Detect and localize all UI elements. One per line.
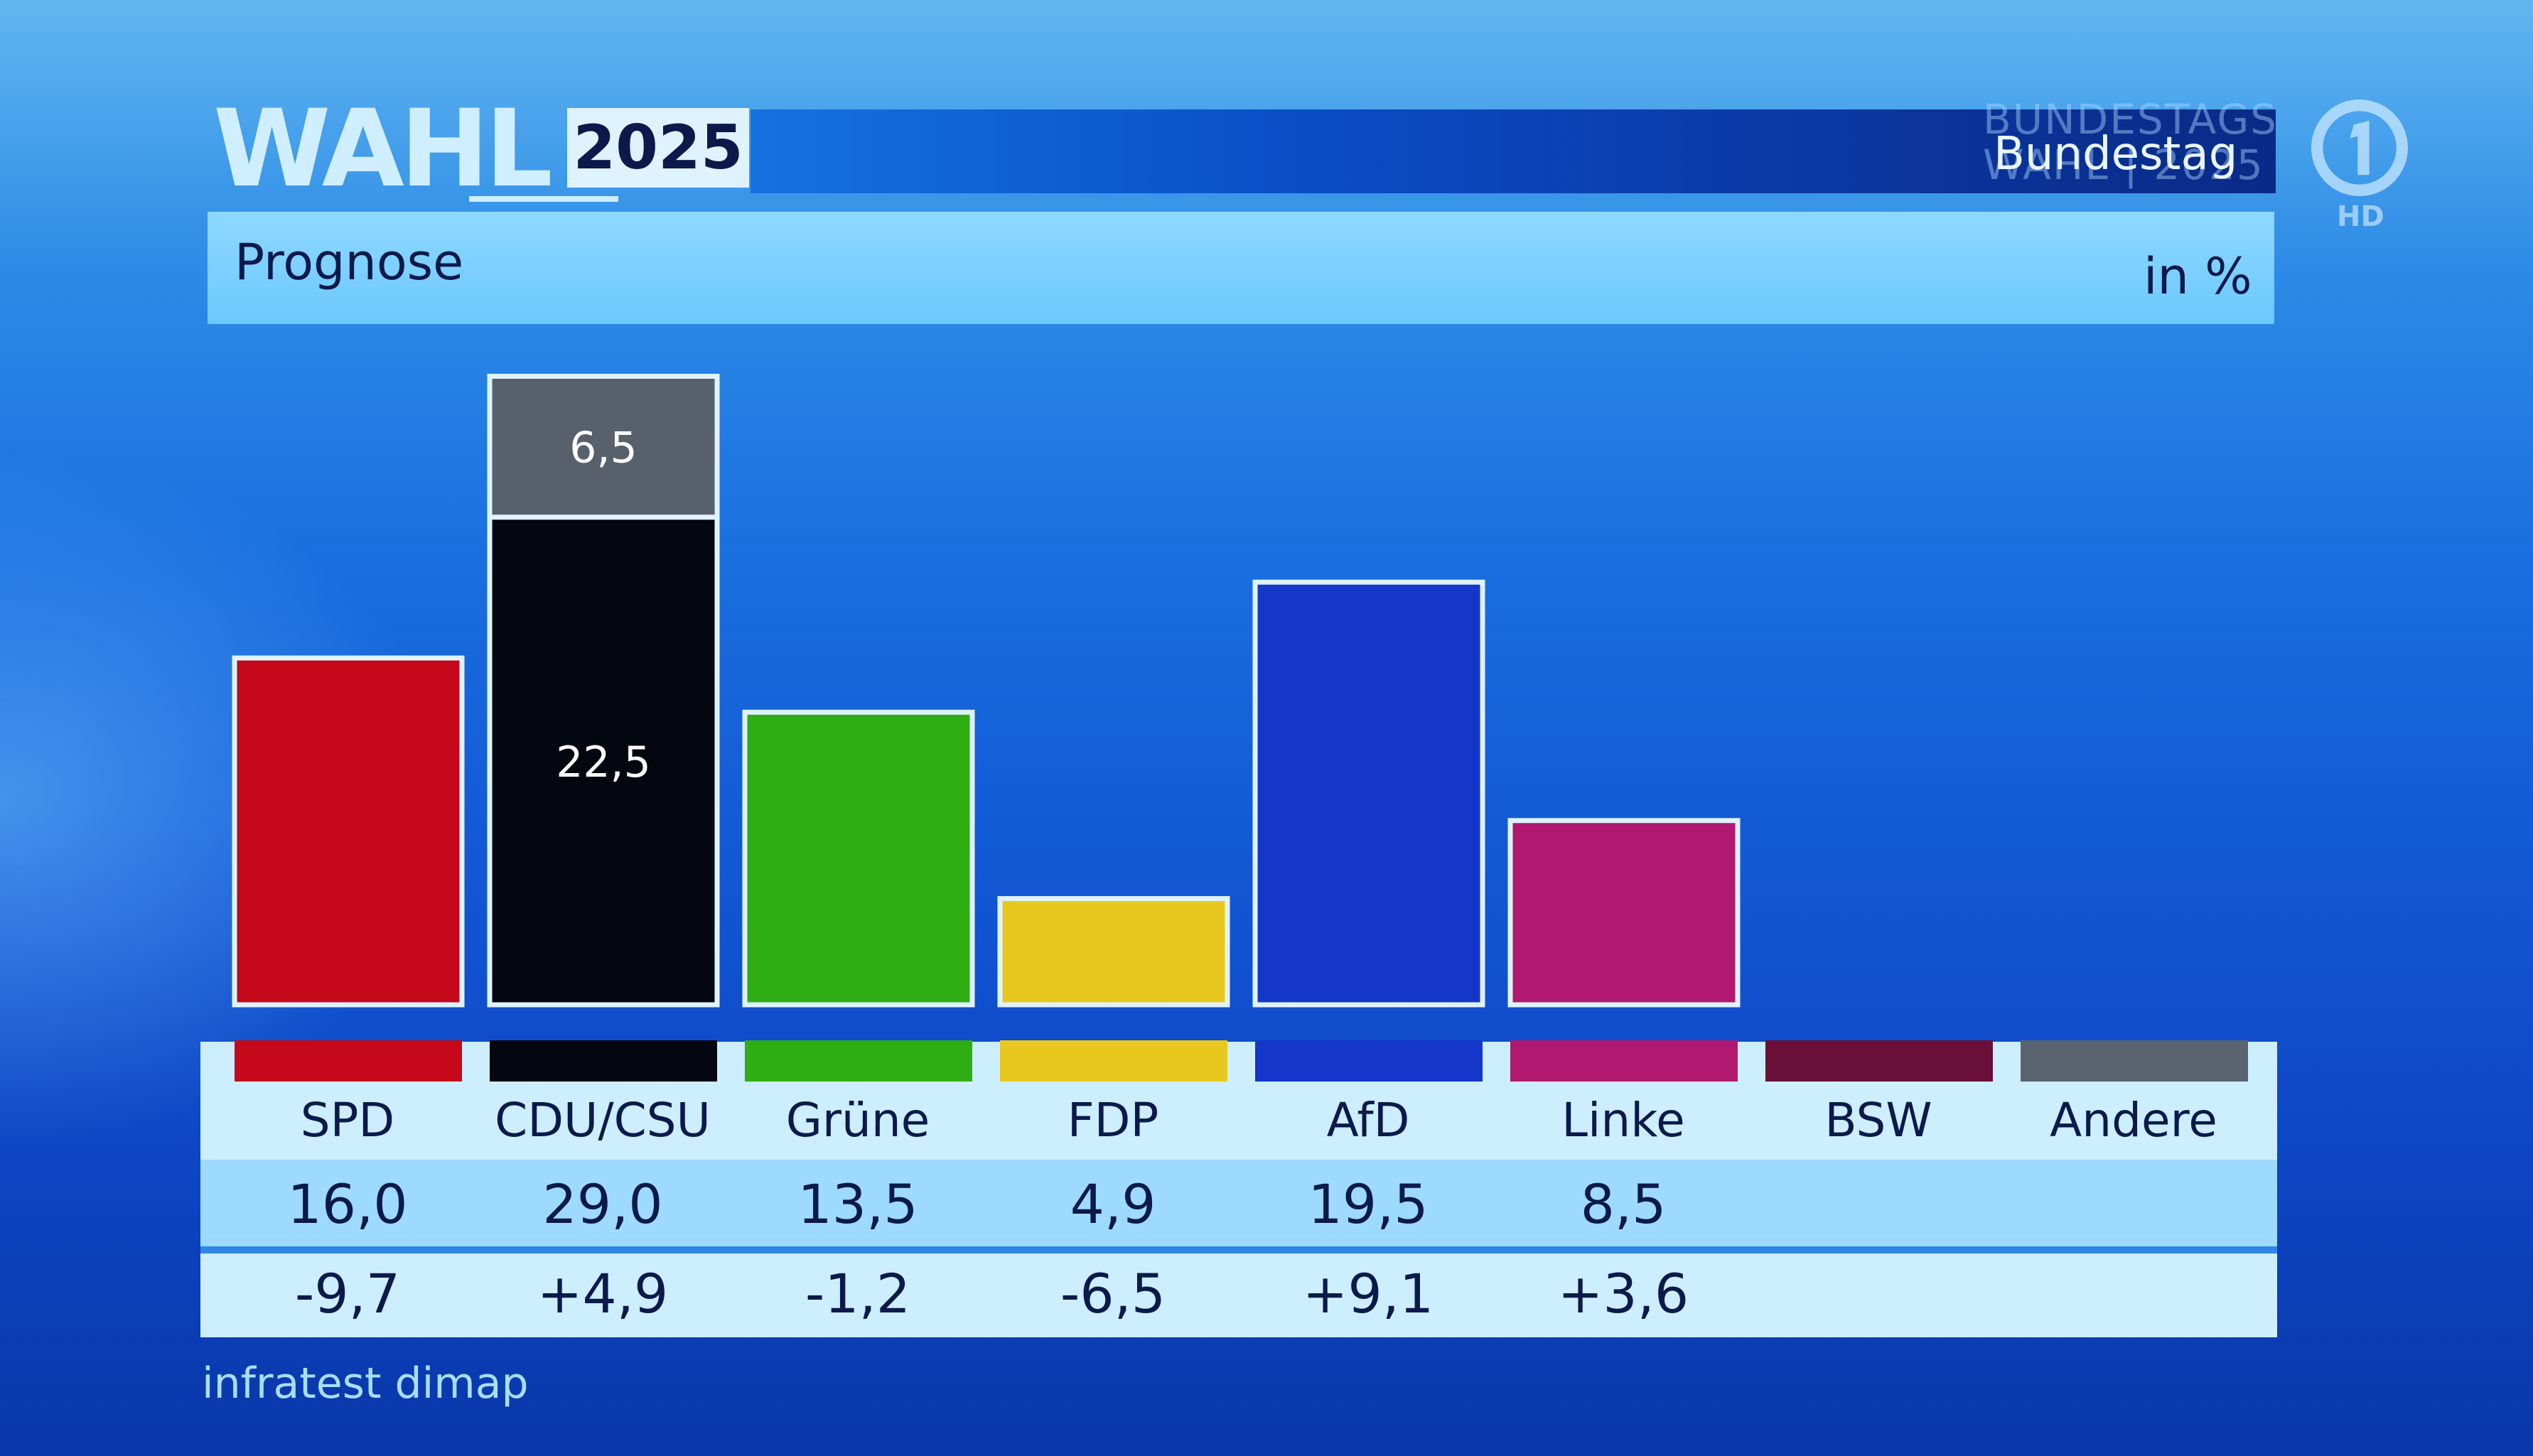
- party-name-gruene: Grüne: [785, 1093, 930, 1148]
- party-name-fdp: FDP: [1067, 1093, 1159, 1148]
- value-afd: 19,5: [1308, 1172, 1429, 1236]
- party-name-andere: Andere: [2050, 1093, 2217, 1148]
- value-fdp: 4,9: [1070, 1172, 1156, 1236]
- logo-underline: [469, 196, 618, 202]
- party-name-afd: AfD: [1326, 1093, 1410, 1148]
- swatch-afd: [1255, 1040, 1483, 1082]
- values-row: [200, 1160, 2277, 1246]
- value-gruene: 13,5: [797, 1172, 918, 1236]
- difference-linke: +3,6: [1557, 1262, 1689, 1325]
- difference-gruene: -1,2: [805, 1262, 911, 1325]
- value-linke: 8,5: [1580, 1172, 1667, 1236]
- chart-unit: in %: [2144, 247, 2252, 306]
- swatch-linke: [1510, 1040, 1738, 1082]
- swatch-fdp: [1000, 1040, 1227, 1082]
- difference-fdp: -6,5: [1060, 1262, 1166, 1325]
- party-name-cdu-csu: CDU/CSU: [495, 1093, 711, 1148]
- swatch-bsw: [1765, 1040, 1993, 1082]
- bar-cdu-csu-segment-1: [487, 514, 720, 1008]
- difference-afd: +9,1: [1302, 1262, 1434, 1325]
- wahl-logo-word: WAHL: [213, 87, 553, 211]
- header-ghost-line-1: BUNDESTAGS: [1983, 95, 2279, 144]
- chart-title: Prognose: [235, 233, 464, 291]
- bar-label-cdu-csu-segment-1: 22,5: [556, 738, 651, 787]
- header-ghost-line-2: WAHL | 2025: [1983, 141, 2264, 189]
- row-divider: [200, 1246, 2277, 1253]
- value-spd: 16,0: [287, 1172, 408, 1236]
- difference-cdu-csu: +4,9: [537, 1262, 669, 1325]
- swatch-spd: [235, 1040, 462, 1082]
- swatch-cdu-csu: [490, 1040, 717, 1082]
- bar-afd: [1252, 579, 1485, 1008]
- party-name-bsw: BSW: [1824, 1093, 1932, 1148]
- hd-badge: HD: [2337, 200, 2384, 233]
- party-name-linke: Linke: [1561, 1093, 1685, 1148]
- source-label: infratest dimap: [202, 1359, 529, 1408]
- header-right-label: Bundestag: [1994, 128, 2238, 180]
- logo-year-box: 2025: [567, 108, 749, 188]
- bar-fdp: [997, 896, 1230, 1008]
- header-bar: [751, 109, 2276, 193]
- ard-one-logo-icon: [2311, 99, 2408, 196]
- subheader-bar: [208, 212, 2274, 324]
- bar-cdu-csu-segment-2: [487, 374, 720, 520]
- bar-label-cdu-csu-segment-2: 6,5: [569, 424, 637, 473]
- value-cdu-csu: 29,0: [542, 1172, 663, 1236]
- bar-linke: [1507, 818, 1741, 1008]
- swatch-andere: [2021, 1040, 2248, 1082]
- bar-gruene: [742, 709, 975, 1008]
- swatch-gruene: [745, 1040, 972, 1082]
- bar-spd: [232, 655, 465, 1008]
- party-name-spd: SPD: [300, 1093, 395, 1148]
- difference-spd: -9,7: [294, 1262, 401, 1325]
